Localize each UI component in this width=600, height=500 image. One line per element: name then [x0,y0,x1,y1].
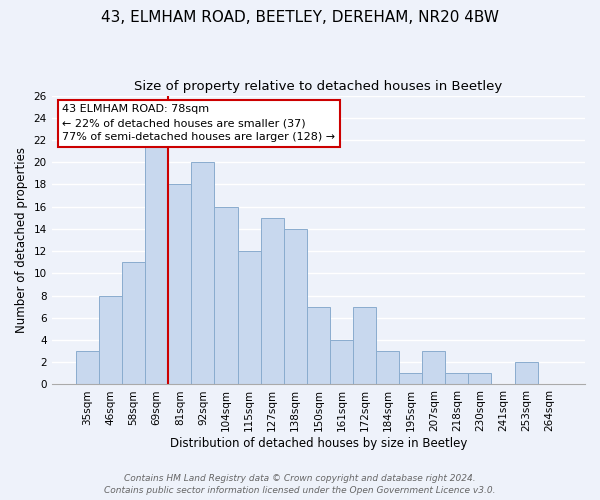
Text: 43, ELMHAM ROAD, BEETLEY, DEREHAM, NR20 4BW: 43, ELMHAM ROAD, BEETLEY, DEREHAM, NR20 … [101,10,499,25]
Bar [399,374,422,384]
Bar [376,351,399,384]
Bar [422,351,445,384]
Text: Contains HM Land Registry data © Crown copyright and database right 2024.
Contai: Contains HM Land Registry data © Crown c… [104,474,496,495]
Bar [515,362,538,384]
Text: 43 ELMHAM ROAD: 78sqm
← 22% of detached houses are smaller (37)
77% of semi-deta: 43 ELMHAM ROAD: 78sqm ← 22% of detached … [62,104,335,142]
Bar [445,374,469,384]
Bar [330,340,353,384]
Bar [353,306,376,384]
Bar [122,262,145,384]
Bar [76,351,99,384]
Bar [238,251,260,384]
X-axis label: Distribution of detached houses by size in Beetley: Distribution of detached houses by size … [170,437,467,450]
Bar [307,306,330,384]
Title: Size of property relative to detached houses in Beetley: Size of property relative to detached ho… [134,80,502,93]
Bar [168,184,191,384]
Bar [191,162,214,384]
Bar [145,140,168,384]
Bar [260,218,284,384]
Bar [284,229,307,384]
Bar [99,296,122,384]
Bar [469,374,491,384]
Y-axis label: Number of detached properties: Number of detached properties [15,147,28,333]
Bar [214,206,238,384]
